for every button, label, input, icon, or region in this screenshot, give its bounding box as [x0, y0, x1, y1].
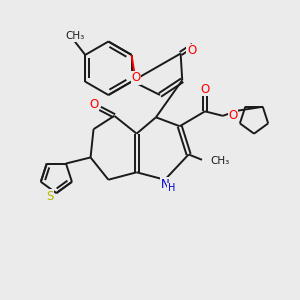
Text: CH₃: CH₃ — [65, 31, 84, 41]
Text: CH₃: CH₃ — [210, 156, 229, 166]
Text: O: O — [228, 109, 237, 122]
Text: O: O — [131, 71, 141, 84]
Text: O: O — [187, 44, 196, 57]
Text: O: O — [200, 82, 210, 96]
Text: H: H — [168, 183, 175, 193]
Text: N: N — [160, 178, 169, 191]
Text: O: O — [89, 98, 98, 111]
Text: S: S — [46, 190, 53, 202]
